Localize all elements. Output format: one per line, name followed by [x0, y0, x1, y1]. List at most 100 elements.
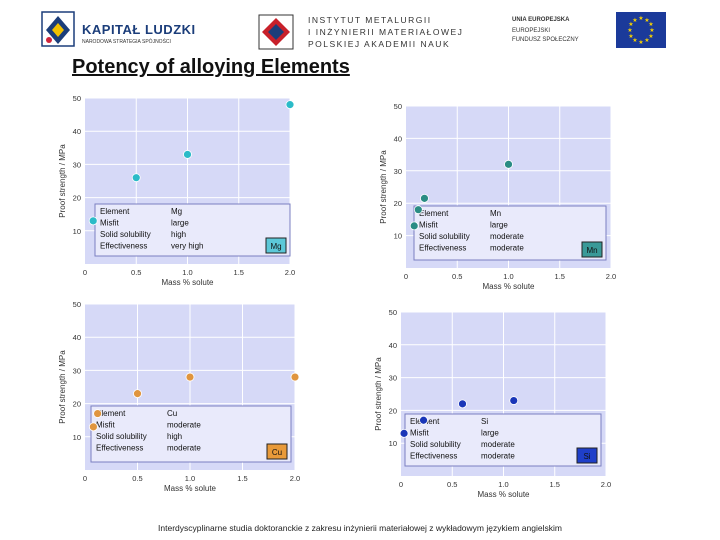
- x-tick-label: 0.5: [452, 272, 462, 281]
- table-property-name: Misfit: [419, 221, 438, 230]
- data-point: [504, 159, 513, 169]
- x-tick-label: 2.0: [290, 474, 300, 483]
- instytut-metalurgii-logo: INSTYTUT METALURGII I INŻYNIERII MATERIA…: [258, 6, 462, 54]
- svg-text:★: ★: [627, 27, 632, 34]
- table-property-value: moderate: [490, 232, 524, 241]
- data-point: [89, 422, 98, 432]
- svg-text:★: ★: [648, 33, 653, 40]
- x-tick-label: 0.5: [131, 268, 141, 277]
- data-point: [290, 372, 300, 382]
- element-label-box: [266, 443, 288, 460]
- y-tick-label: 50: [394, 102, 402, 111]
- table-property-name: Solid solubility: [96, 432, 147, 441]
- svg-text:★: ★: [638, 15, 643, 22]
- x-tick-label: 1.5: [550, 480, 560, 489]
- y-tick-label: 50: [73, 300, 81, 309]
- y-tick-label: 40: [389, 341, 397, 350]
- y-tick-label: 10: [73, 227, 81, 236]
- table-property-name: Element: [100, 207, 130, 216]
- y-tick-label: 30: [73, 160, 81, 169]
- instytut-name-line-1: INSTYTUT METALURGII: [308, 15, 432, 25]
- y-tick-label: 30: [389, 374, 397, 383]
- x-tick-label: 0: [83, 268, 87, 277]
- property-table: [94, 203, 291, 257]
- footer-text: Interdyscyplinarne studia doktoranckie z…: [158, 523, 562, 533]
- y-tick-label: 40: [73, 333, 81, 342]
- table-property-value: moderate: [167, 444, 201, 453]
- property-table: [90, 405, 292, 463]
- element-label: Mg: [270, 242, 281, 251]
- page-title: Potency of alloying Elements: [72, 56, 350, 78]
- data-point: [409, 221, 419, 231]
- x-axis-label: Mass % solute: [164, 484, 217, 493]
- data-point: [285, 100, 295, 110]
- x-axis-label: Mass % solute: [477, 490, 530, 499]
- svg-text:★: ★: [628, 21, 633, 28]
- table-property-value: large: [171, 219, 189, 228]
- chart-cu: 0 0.5 1.0 1.5 2.0 10 20 30 40 50 Mass % solute Proo…: [58, 300, 300, 493]
- table-property-value: Si: [481, 417, 488, 426]
- element-label-box: [581, 241, 603, 258]
- y-tick-label: 40: [394, 134, 402, 143]
- table-property-value: large: [490, 221, 508, 230]
- x-tick-label: 0: [399, 480, 403, 489]
- table-property-name: Effectiveness: [419, 244, 466, 253]
- y-tick-label: 20: [389, 406, 397, 415]
- y-tick-label: 20: [394, 199, 402, 208]
- table-property-value: Cu: [167, 409, 177, 418]
- table-property-name: Misfit: [100, 219, 119, 228]
- data-point: [419, 415, 428, 425]
- table-property-value: Mn: [490, 209, 501, 218]
- y-tick-label: 10: [389, 439, 397, 448]
- x-tick-label: 1.0: [182, 268, 192, 277]
- table-property-name: Misfit: [96, 421, 115, 430]
- x-tick-label: 0: [404, 272, 408, 281]
- table-property-value: large: [481, 429, 499, 438]
- property-table: [413, 205, 607, 261]
- y-axis-label: Proof strength / MPa: [58, 350, 67, 424]
- x-tick-label: 0.5: [447, 480, 457, 489]
- eu-flag-icon: ★ ★★ ★★★ ★★★ ★★★: [616, 12, 666, 48]
- x-tick-label: 2.0: [606, 272, 616, 281]
- y-axis-label: Proof strength / MPa: [374, 357, 383, 431]
- table-property-name: Element: [96, 409, 126, 418]
- data-point: [399, 428, 409, 438]
- x-tick-label: 0: [83, 474, 87, 483]
- svg-text:★: ★: [649, 27, 654, 34]
- element-label: Cu: [272, 448, 282, 457]
- data-point: [413, 205, 423, 215]
- element-label-box: [265, 237, 287, 254]
- data-point: [420, 193, 429, 203]
- table-property-value: moderate: [481, 452, 515, 461]
- ue-line-2: EUROPEJSKI: [512, 28, 551, 34]
- y-tick-label: 20: [73, 400, 81, 409]
- table-property-value: moderate: [481, 440, 515, 449]
- table-property-name: Effectiveness: [96, 444, 143, 453]
- ue-line-1: UNIA EUROPEJSKA: [512, 17, 570, 23]
- table-property-name: Solid solubility: [100, 230, 151, 239]
- table-property-name: Solid solubility: [419, 232, 470, 241]
- svg-text:★: ★: [632, 17, 637, 24]
- data-point: [131, 173, 141, 183]
- element-label: Si: [583, 452, 590, 461]
- x-tick-label: 0.5: [132, 474, 142, 483]
- instytut-name-line-2: I INŻYNIERII MATERIAŁOWEJ: [308, 27, 464, 37]
- table-property-value: very high: [171, 242, 203, 251]
- kapital-ludzki-subtitle: NARODOWA STRATEGIA SPÓJNOŚCI: [82, 39, 171, 45]
- kapital-ludzki-mark-icon: [41, 11, 75, 47]
- table-property-value: moderate: [490, 244, 524, 253]
- element-label: Mn: [586, 246, 597, 255]
- table-property-value: moderate: [167, 421, 201, 430]
- y-tick-label: 30: [394, 167, 402, 176]
- data-point: [185, 372, 195, 382]
- table-property-name: Solid solubility: [410, 440, 461, 449]
- svg-text:★: ★: [648, 21, 653, 28]
- data-point: [509, 396, 519, 405]
- x-tick-label: 2.0: [601, 480, 611, 489]
- instytut-name-line-3: POLSKIEJ AKADEMII NAUK: [308, 39, 451, 49]
- table-property-name: Element: [419, 209, 449, 218]
- chart-si: 0 0.5 1.0 1.5 2.0 10 20 30 40 50 Mass % solute Proo…: [374, 308, 611, 499]
- x-tick-label: 1.0: [498, 480, 508, 489]
- x-tick-label: 1.0: [185, 474, 195, 483]
- y-tick-label: 50: [389, 308, 397, 317]
